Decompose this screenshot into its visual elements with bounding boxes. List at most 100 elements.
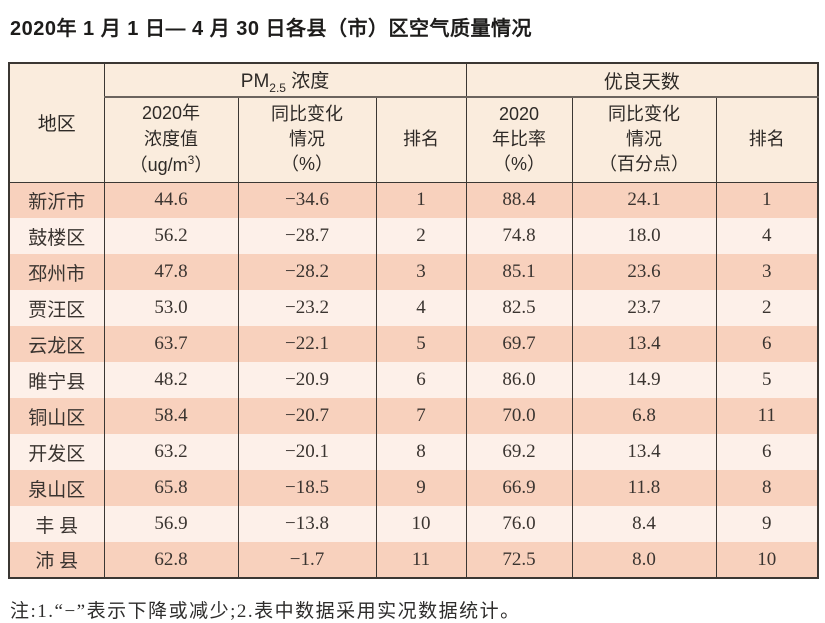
header-sub-row: 2020年 浓度值 （ug/m3） 同比变化 情况 （%） 排名 2020 年比… <box>9 97 819 183</box>
pm-rank-cell: 2 <box>375 218 467 254</box>
table-row: 邳州市 47.8 −28.2 3 85.1 23.6 3 <box>8 254 819 290</box>
good-rate-cell: 69.2 <box>465 434 573 470</box>
good-rate-cell: 76.0 <box>465 506 573 542</box>
good-rate-cell: 72.5 <box>465 542 573 578</box>
pm-change-cell: −20.1 <box>237 434 377 470</box>
pm-value-cell: 58.4 <box>103 398 239 434</box>
pm-rank-cell: 6 <box>375 362 467 398</box>
table-row: 新沂市 44.6 −34.6 1 88.4 24.1 1 <box>8 182 819 218</box>
pm-rank-cell: 9 <box>375 470 467 506</box>
pm-rank-cell: 8 <box>375 434 467 470</box>
pm-change-cell: −22.1 <box>237 326 377 362</box>
pm-change-cell: −20.9 <box>237 362 377 398</box>
pm-rank-cell: 11 <box>375 542 467 578</box>
pm-value-cell: 44.6 <box>103 182 239 218</box>
good-rank-cell: 6 <box>715 326 819 362</box>
pm-value-cell: 63.7 <box>103 326 239 362</box>
pm-change-cell: −20.7 <box>237 398 377 434</box>
header-group-row: 地区 PM2.5 浓度 优良天数 <box>8 63 819 183</box>
good-change-cell: 11.8 <box>571 470 717 506</box>
table-row: 鼓楼区 56.2 −28.7 2 74.8 18.0 4 <box>8 218 819 254</box>
good-change-cell: 13.4 <box>571 326 717 362</box>
pm-change-cell: −34.6 <box>237 182 377 218</box>
good-change-cell: 24.1 <box>571 182 717 218</box>
table-row: 贾汪区 53.0 −23.2 4 82.5 23.7 2 <box>8 290 819 326</box>
pm-change-cell: −23.2 <box>237 290 377 326</box>
table-row: 睢宁县 48.2 −20.9 6 86.0 14.9 5 <box>8 362 819 398</box>
pm-rank-cell: 10 <box>375 506 467 542</box>
pm25-group-header: PM2.5 浓度 <box>103 63 467 98</box>
good-rate-cell: 82.5 <box>465 290 573 326</box>
good-change-cell: 23.7 <box>571 290 717 326</box>
pm-rank-cell: 5 <box>375 326 467 362</box>
good-rank-cell: 3 <box>715 254 819 290</box>
pm-value-cell: 56.2 <box>103 218 239 254</box>
pm-change-cell: −28.7 <box>237 218 377 254</box>
pm-rank-cell: 7 <box>375 398 467 434</box>
good-rate-cell: 69.7 <box>465 326 573 362</box>
pm-value-cell: 65.8 <box>103 470 239 506</box>
good-rank-cell: 9 <box>715 506 819 542</box>
good-rank-cell: 1 <box>715 182 819 218</box>
air-quality-table: 地区 PM2.5 浓度 优良天数 2020年 浓度值 （ug/m3） 同比变化 … <box>8 62 820 579</box>
table-row: 丰 县 56.9 −13.8 10 76.0 8.4 9 <box>8 506 819 542</box>
good-change-cell: 13.4 <box>571 434 717 470</box>
region-cell: 贾汪区 <box>8 290 105 326</box>
pm-value-cell: 56.9 <box>103 506 239 542</box>
region-cell: 沛 县 <box>8 542 105 578</box>
good-rank-column-header: 排名 <box>715 97 819 183</box>
region-cell: 新沂市 <box>8 182 105 218</box>
pm-value-cell: 48.2 <box>103 362 239 398</box>
good-rank-cell: 11 <box>715 398 819 434</box>
region-cell: 睢宁县 <box>8 362 105 398</box>
good-rate-cell: 70.0 <box>465 398 573 434</box>
pm-value-cell: 47.8 <box>103 254 239 290</box>
region-cell: 泉山区 <box>8 470 105 506</box>
region-cell: 开发区 <box>8 434 105 470</box>
table-header: 地区 PM2.5 浓度 优良天数 2020年 浓度值 （ug/m3） 同比变化 … <box>8 63 819 183</box>
region-cell: 鼓楼区 <box>8 218 105 254</box>
good-rank-cell: 4 <box>715 218 819 254</box>
page-title: 2020年 1 月 1 日— 4 月 30 日各县（市）区空气质量情况 <box>10 18 533 40</box>
good-rate-column-header: 2020 年比率 （%） <box>465 97 573 183</box>
region-cell: 邳州市 <box>8 254 105 290</box>
good-rate-cell: 88.4 <box>465 182 573 218</box>
good-change-cell: 23.6 <box>571 254 717 290</box>
pm-change-cell: −28.2 <box>237 254 377 290</box>
region-column-header: 地区 <box>8 63 105 183</box>
pm-change-cell: −1.7 <box>237 542 377 578</box>
good-rate-cell: 74.8 <box>465 218 573 254</box>
pm-change-cell: −13.8 <box>237 506 377 542</box>
good-change-cell: 8.4 <box>571 506 717 542</box>
good-rate-cell: 86.0 <box>465 362 573 398</box>
pm-rank-cell: 4 <box>375 290 467 326</box>
good-change-cell: 18.0 <box>571 218 717 254</box>
region-cell: 丰 县 <box>8 506 105 542</box>
pm-change-cell: −18.5 <box>237 470 377 506</box>
table-row: 云龙区 63.7 −22.1 5 69.7 13.4 6 <box>8 326 819 362</box>
good-rank-cell: 2 <box>715 290 819 326</box>
pm-value-cell: 63.2 <box>103 434 239 470</box>
pm-rank-cell: 1 <box>375 182 467 218</box>
good-rank-cell: 10 <box>715 542 819 578</box>
good-rank-cell: 6 <box>715 434 819 470</box>
good-rate-cell: 85.1 <box>465 254 573 290</box>
pm-change-column-header: 同比变化 情况 （%） <box>237 97 377 183</box>
good-change-cell: 14.9 <box>571 362 717 398</box>
pm-value-cell: 53.0 <box>103 290 239 326</box>
table-row: 泉山区 65.8 −18.5 9 66.9 11.8 8 <box>8 470 819 506</box>
table-row: 开发区 63.2 −20.1 8 69.2 13.4 6 <box>8 434 819 470</box>
pm-value-cell: 62.8 <box>103 542 239 578</box>
good-rate-cell: 66.9 <box>465 470 573 506</box>
pm-rank-column-header: 排名 <box>375 97 467 183</box>
region-cell: 云龙区 <box>8 326 105 362</box>
good-change-column-header: 同比变化 情况 （百分点） <box>571 97 717 183</box>
footnote: 注:1.“−”表示下降或减少;2.表中数据采用实况数据统计。 <box>10 601 521 622</box>
good-change-cell: 6.8 <box>571 398 717 434</box>
good-days-group-header: 优良天数 <box>465 63 819 98</box>
good-rank-cell: 5 <box>715 362 819 398</box>
table-row: 沛 县 62.8 −1.7 11 72.5 8.0 10 <box>8 542 819 578</box>
good-rank-cell: 8 <box>715 470 819 506</box>
region-cell: 铜山区 <box>8 398 105 434</box>
